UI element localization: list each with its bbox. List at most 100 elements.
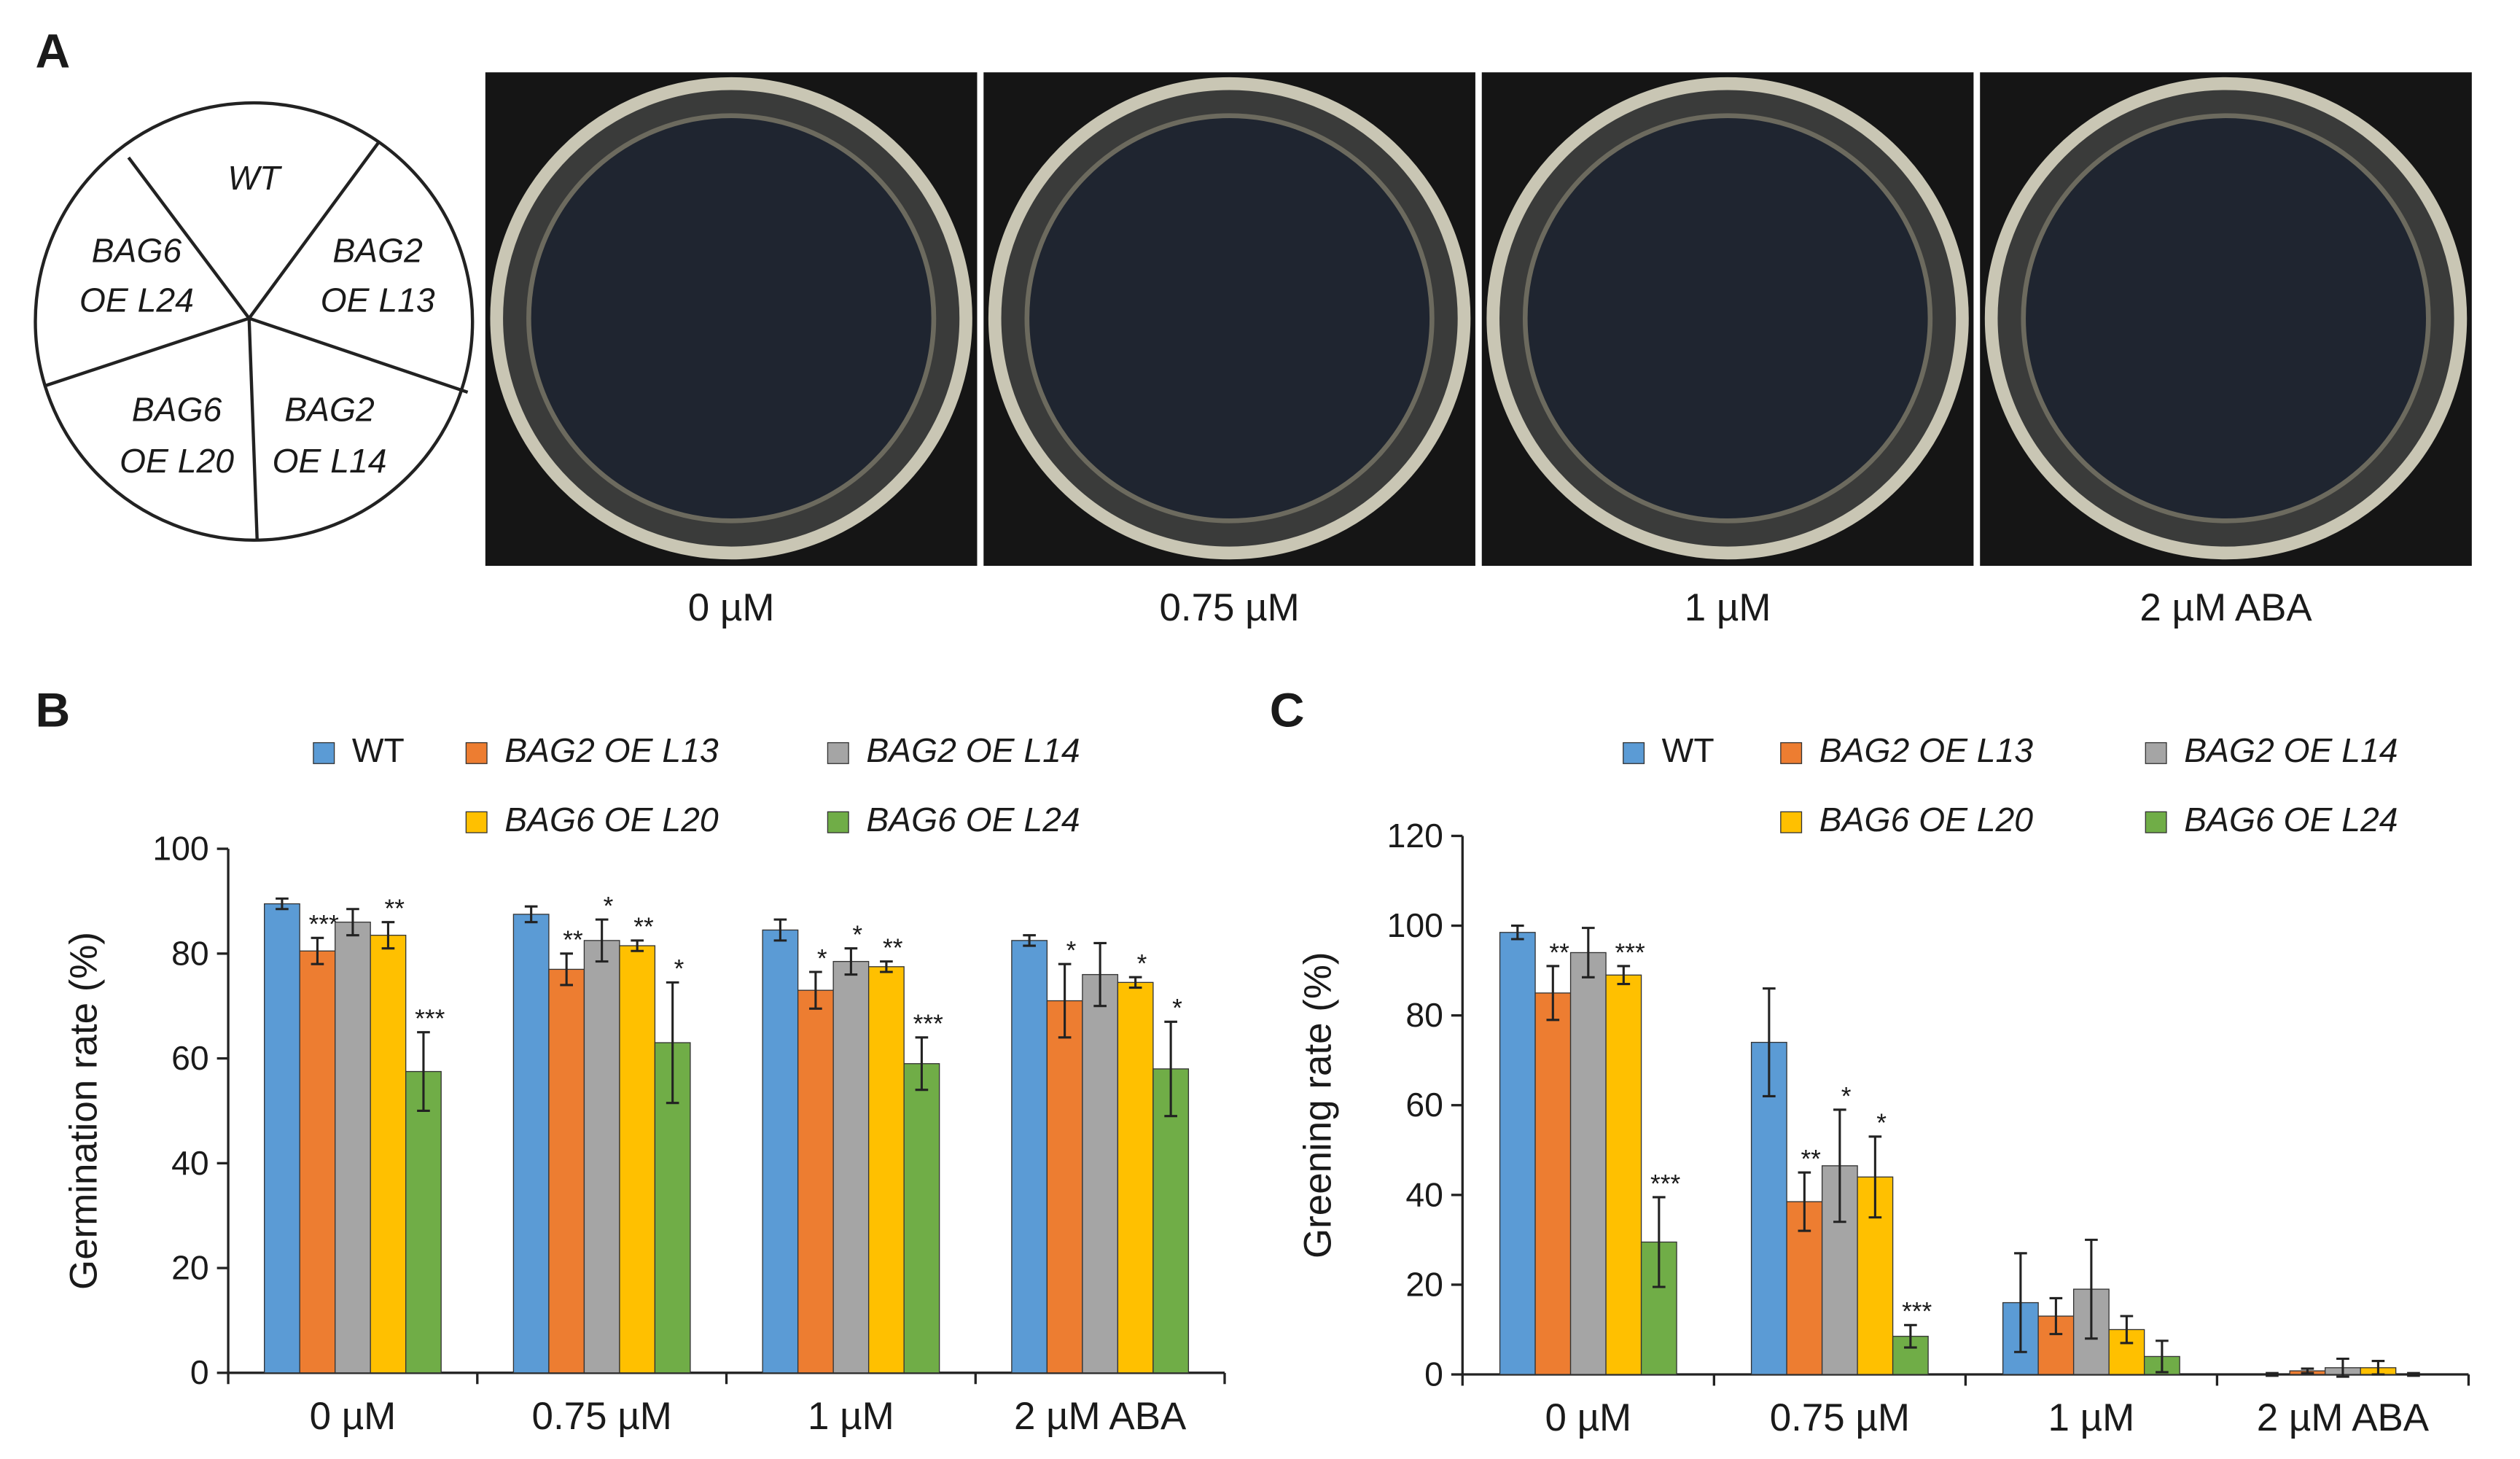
legend-label: BAG6 OE L24 xyxy=(2184,801,2398,839)
legend-swatch xyxy=(465,811,488,833)
y-tick-label: 80 xyxy=(171,934,208,972)
y-axis-title: Greening rate (%) xyxy=(1297,952,1340,1258)
legend-label: BAG6 OE L20 xyxy=(504,801,719,839)
bar xyxy=(797,989,834,1374)
significance: ** xyxy=(633,913,654,941)
legend-swatch xyxy=(827,811,849,833)
x-tick-label: 0.75 µM xyxy=(532,1395,672,1438)
bar xyxy=(512,914,550,1374)
legend-label: WT xyxy=(352,731,405,769)
significance: ** xyxy=(1801,1145,1821,1173)
bar xyxy=(1117,981,1154,1374)
x-tick-label: 1 µM xyxy=(808,1395,894,1438)
sector-label: OE L20 xyxy=(120,442,234,480)
x-tick-label: 0.75 µM xyxy=(1770,1396,1910,1439)
bar xyxy=(1082,973,1119,1374)
significance: * xyxy=(674,955,684,984)
legend-swatch xyxy=(1780,742,1803,764)
x-tick-label: 0 µM xyxy=(310,1395,397,1438)
bar xyxy=(1046,1000,1083,1374)
y-tick-label: 20 xyxy=(171,1249,208,1287)
concentration-label: 0.75 µM xyxy=(1159,586,1299,629)
significance: ** xyxy=(1549,938,1569,967)
bar xyxy=(299,950,336,1374)
x-tick-label: 1 µM xyxy=(2048,1396,2135,1439)
legend-swatch xyxy=(1623,742,1645,764)
y-tick-label: 40 xyxy=(1405,1175,1443,1213)
significance: * xyxy=(604,892,614,921)
y-tick-label: 60 xyxy=(1405,1086,1443,1124)
significance: * xyxy=(1172,995,1182,1023)
bar xyxy=(903,1063,940,1374)
bar xyxy=(405,1070,442,1374)
bar xyxy=(548,968,585,1374)
bar xyxy=(1011,940,1048,1374)
sector-label: BAG2 xyxy=(284,391,375,429)
bar xyxy=(264,903,300,1374)
significance: *** xyxy=(1902,1298,1932,1326)
bar xyxy=(1569,952,1607,1375)
bar xyxy=(1499,932,1536,1375)
legend-label: BAG6 OE L24 xyxy=(866,801,1080,839)
y-tick-label: 60 xyxy=(171,1039,208,1077)
panel-label: A xyxy=(36,25,71,79)
agar xyxy=(526,113,937,524)
legend-swatch xyxy=(827,742,849,764)
legend-swatch xyxy=(313,742,335,764)
significance: ** xyxy=(563,926,583,954)
plate-scheme xyxy=(34,101,475,542)
legend-label: BAG2 OE L13 xyxy=(1819,731,2034,769)
sector-label: OE L14 xyxy=(272,442,386,480)
y-tick-label: 40 xyxy=(171,1144,208,1182)
y-tick-label: 0 xyxy=(1424,1355,1443,1393)
significance: ** xyxy=(385,895,405,923)
bar xyxy=(762,929,799,1374)
concentration-label: 1 µM xyxy=(1685,586,1771,629)
legend-label: BAG2 OE L14 xyxy=(2184,731,2398,769)
y-tick-label: 100 xyxy=(1387,906,1443,944)
panel-label: B xyxy=(36,684,71,738)
bar xyxy=(583,940,620,1374)
legend-swatch xyxy=(2145,811,2167,833)
significance: *** xyxy=(309,911,339,939)
y-tick-label: 0 xyxy=(190,1353,209,1391)
legend-swatch xyxy=(465,742,488,764)
significance: * xyxy=(1137,950,1147,978)
y-tick-label: 100 xyxy=(152,830,208,868)
sector-label: OE L24 xyxy=(79,281,194,319)
legend-label: BAG2 OE L13 xyxy=(504,731,719,769)
sector-label: BAG6 xyxy=(92,231,182,269)
y-tick-label: 120 xyxy=(1387,817,1443,855)
bar xyxy=(1534,992,1572,1375)
y-axis-title: Germination rate (%) xyxy=(62,932,105,1290)
sector-label: BAG2 xyxy=(332,231,423,269)
y-tick-label: 80 xyxy=(1405,996,1443,1034)
legend-swatch xyxy=(1780,811,1803,833)
bar xyxy=(832,960,870,1374)
sector-label: BAG6 xyxy=(132,391,222,429)
x-tick-label: 2 µM ABA xyxy=(2257,1396,2430,1439)
legend-label: BAG6 OE L20 xyxy=(1819,801,2034,839)
significance: * xyxy=(1876,1109,1887,1137)
significance: *** xyxy=(913,1010,943,1038)
panel-label: C xyxy=(1270,684,1305,738)
significance: *** xyxy=(1650,1170,1680,1198)
concentration-label: 2 µM ABA xyxy=(2139,586,2312,629)
photos xyxy=(485,72,2472,567)
significance: * xyxy=(852,921,862,949)
y-tick-label: 20 xyxy=(1405,1265,1443,1303)
x-tick-label: 0 µM xyxy=(1545,1396,1631,1439)
bar xyxy=(1605,974,1642,1375)
sector-label: WT xyxy=(227,159,282,197)
legend-label: BAG2 OE L14 xyxy=(866,731,1080,769)
agar xyxy=(1024,113,1435,524)
significance: * xyxy=(1841,1082,1852,1110)
agar xyxy=(2021,113,2431,524)
bar xyxy=(370,935,407,1374)
sector-lines xyxy=(44,140,469,540)
significance: * xyxy=(1066,937,1077,965)
bar xyxy=(867,966,905,1374)
concentration-label: 0 µM xyxy=(688,586,775,629)
significance: *** xyxy=(415,1005,445,1033)
